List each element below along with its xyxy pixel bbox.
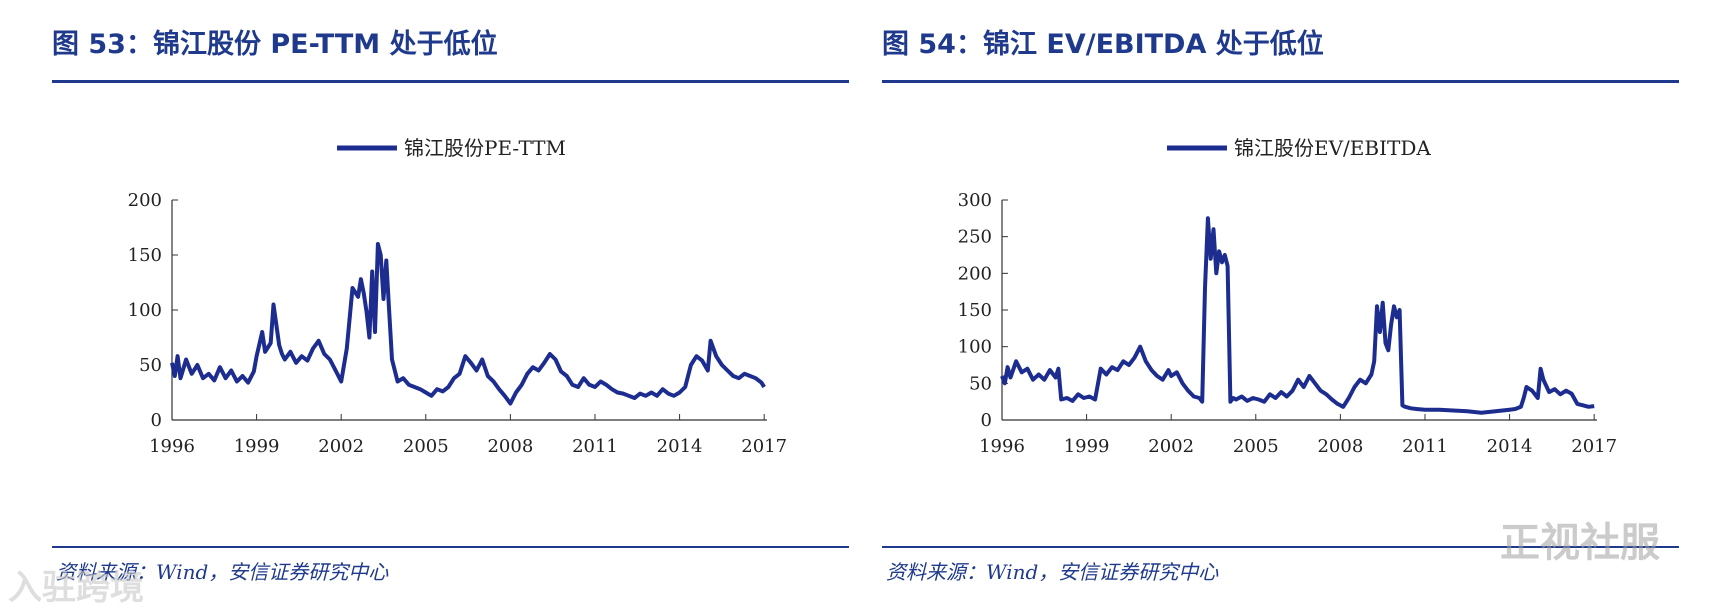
- x-tick-label: 1996: [979, 436, 1025, 457]
- y-tick-label: 150: [128, 245, 162, 266]
- y-tick-label: 250: [958, 227, 992, 248]
- source-note: 资料来源：Wind，安信证券研究中心: [56, 560, 389, 584]
- y-tick-label: 150: [958, 300, 992, 321]
- figure-title: 图 54：锦江 EV/EBITDA 处于低位: [882, 29, 1324, 60]
- watermark-right: 正视社服: [1500, 520, 1660, 566]
- x-tick-label: 2014: [1487, 436, 1533, 457]
- x-tick-label: 2008: [487, 436, 533, 457]
- source-rule: [882, 546, 1679, 548]
- x-tick-label: 2011: [1402, 436, 1448, 457]
- figure-54-panel: 图 54：锦江 EV/EBITDA 处于低位 锦江股份EV/EBITDA 0 50 1…: [882, 0, 1682, 610]
- x-tick-label: 2002: [1148, 436, 1194, 457]
- x-tick-label: 2005: [403, 436, 449, 457]
- legend-label: 锦江股份EV/EBITDA: [1234, 136, 1431, 160]
- y-tick-label: 50: [969, 373, 992, 394]
- y-tick-label: 100: [958, 337, 992, 358]
- x-tick-label: 1999: [234, 436, 280, 457]
- series-line: [1000, 216, 1595, 415]
- x-tick-label: 2017: [1571, 436, 1617, 457]
- pe-ttm-chart: 锦江股份PE-TTM 0 50 100 150 200 1996 1999 2002 2005 20…: [128, 136, 787, 457]
- figure-53-panel: 图 53：锦江股份 PE-TTM 处于低位 锦江股份PE-TTM 0 50 100 15…: [52, 0, 852, 610]
- figure-title: 图 53：锦江股份 PE-TTM 处于低位: [52, 29, 498, 60]
- title-rule: [52, 80, 849, 83]
- x-tick-label: 1999: [1064, 436, 1110, 457]
- y-tick-label: 300: [958, 190, 992, 211]
- x-tick-label: 2017: [741, 436, 787, 457]
- x-tick-label: 2014: [657, 436, 703, 457]
- watermark-left: 入驻跨境: [8, 568, 144, 608]
- source-rule: [52, 546, 849, 548]
- series-line: [170, 242, 766, 406]
- source-note: 资料来源：Wind，安信证券研究中心: [886, 560, 1219, 584]
- y-tick-label: 100: [128, 300, 162, 321]
- x-tick-label: 2005: [1233, 436, 1279, 457]
- x-tick-label: 2002: [318, 436, 364, 457]
- y-tick-label: 0: [981, 410, 992, 431]
- x-tick-label: 1996: [149, 436, 195, 457]
- ev-ebitda-chart: 锦江股份EV/EBITDA 0 50 100 150 200 250 300 1996 1999 2…: [958, 136, 1617, 457]
- y-tick-label: 0: [151, 410, 162, 431]
- legend-label: 锦江股份PE-TTM: [404, 136, 566, 160]
- title-rule: [882, 80, 1679, 83]
- y-tick-label: 200: [128, 190, 162, 211]
- x-tick-label: 2011: [572, 436, 618, 457]
- x-tick-label: 2008: [1317, 436, 1363, 457]
- y-tick-label: 200: [958, 263, 992, 284]
- y-tick-label: 50: [139, 355, 162, 376]
